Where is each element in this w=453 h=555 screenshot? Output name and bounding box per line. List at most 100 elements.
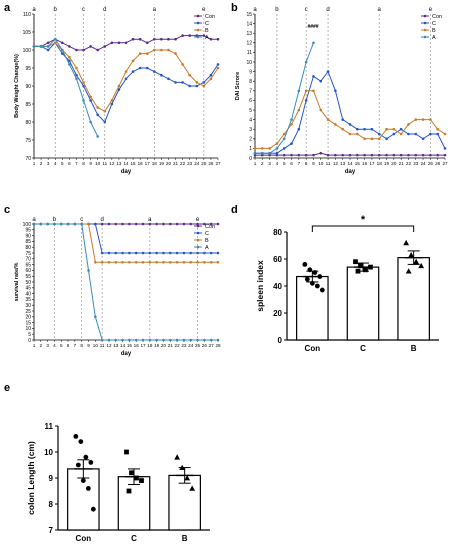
panel-label-a: a bbox=[4, 2, 11, 14]
x-tick-label: 25 bbox=[201, 161, 207, 166]
data-point-C bbox=[385, 137, 388, 141]
series-line-C bbox=[34, 223, 218, 254]
data-point-C bbox=[282, 147, 286, 150]
data-point-Con bbox=[203, 222, 206, 226]
data-point-C bbox=[46, 48, 50, 52]
x-axis-label: day bbox=[121, 351, 132, 357]
data-point-Con bbox=[174, 37, 177, 41]
x-tick-label: 23 bbox=[181, 343, 187, 348]
data-point bbox=[184, 475, 191, 481]
y-tick-label: 7 bbox=[249, 89, 252, 95]
data-point-C bbox=[153, 70, 156, 73]
legend-label: C bbox=[432, 21, 436, 27]
data-point bbox=[80, 478, 86, 483]
x-tick-label: Con bbox=[76, 534, 92, 543]
data-point-B bbox=[268, 147, 271, 150]
data-point-A bbox=[312, 41, 315, 45]
data-point-C bbox=[134, 251, 138, 255]
data-point-Con bbox=[356, 153, 359, 157]
data-point-Con bbox=[443, 153, 447, 157]
x-tick-label: 22 bbox=[175, 343, 181, 348]
data-point-B bbox=[196, 260, 199, 264]
data-point-A bbox=[39, 222, 43, 226]
data-point-Con bbox=[138, 37, 142, 41]
data-point-A bbox=[162, 338, 165, 342]
data-point-Con bbox=[436, 153, 439, 157]
phase-label: a bbox=[153, 7, 157, 13]
legend-label: C bbox=[205, 231, 209, 237]
data-point-C bbox=[188, 84, 191, 88]
data-point-B bbox=[121, 260, 124, 264]
data-point-Con bbox=[114, 222, 118, 226]
data-point bbox=[319, 287, 325, 293]
y-axis-label: spleen index bbox=[255, 260, 265, 312]
legend-label: Con bbox=[205, 224, 215, 230]
data-point bbox=[304, 276, 310, 282]
legend-marker bbox=[196, 231, 200, 235]
y-tick-label: 80 bbox=[25, 245, 31, 251]
data-point-Con bbox=[363, 153, 366, 157]
x-tick-label: 18 bbox=[377, 161, 383, 166]
data-point-B bbox=[304, 89, 308, 93]
legend-label: C bbox=[205, 21, 209, 27]
data-point-B bbox=[414, 118, 418, 121]
data-point bbox=[189, 485, 196, 491]
data-point bbox=[408, 252, 415, 258]
phase-label: c bbox=[305, 7, 308, 13]
y-tick-label: 13 bbox=[246, 31, 252, 37]
data-point-B bbox=[356, 132, 359, 136]
data-point-C bbox=[110, 102, 114, 106]
legend-marker bbox=[196, 245, 200, 249]
x-tick-label: 17 bbox=[140, 343, 146, 348]
y-tick-label: 10 bbox=[44, 448, 53, 457]
x-tick-label: 4 bbox=[53, 343, 56, 348]
data-point bbox=[309, 280, 315, 286]
x-tick-label: 24 bbox=[421, 161, 427, 166]
data-point-A bbox=[94, 315, 97, 319]
data-point-C bbox=[436, 132, 439, 136]
data-point-C bbox=[326, 70, 330, 73]
data-point-C bbox=[341, 118, 344, 121]
data-point-B bbox=[348, 132, 352, 136]
legend-label: Con bbox=[205, 14, 215, 20]
x-tick-label: 17 bbox=[145, 161, 151, 166]
y-tick-label: 10 bbox=[246, 60, 252, 66]
data-point-Con bbox=[392, 153, 396, 157]
data-point-C bbox=[348, 123, 352, 126]
data-point-B bbox=[75, 66, 78, 70]
phase-label: a bbox=[148, 217, 152, 223]
data-point-C bbox=[304, 99, 308, 102]
data-point bbox=[353, 259, 358, 265]
x-tick-label: C bbox=[131, 534, 137, 543]
x-tick-label: 21 bbox=[173, 161, 179, 166]
data-point-C bbox=[399, 127, 403, 131]
data-point-B bbox=[110, 99, 114, 102]
y-tick-label: 80 bbox=[273, 228, 282, 237]
y-tick-label: 40 bbox=[25, 291, 31, 297]
x-tick-label: 10 bbox=[318, 161, 324, 166]
data-point-Con bbox=[216, 37, 220, 41]
x-tick-label: 8 bbox=[305, 161, 308, 166]
data-point-B bbox=[275, 142, 279, 145]
data-point-C bbox=[174, 81, 177, 84]
data-point-B bbox=[107, 260, 111, 264]
phase-label: b bbox=[53, 217, 57, 223]
data-point-Con bbox=[188, 34, 191, 37]
y-axis-label: DAI Scrore bbox=[235, 72, 241, 100]
data-point-B bbox=[162, 260, 165, 264]
data-point-C bbox=[216, 63, 220, 66]
y-tick-label: 100 bbox=[23, 48, 32, 54]
data-point-C bbox=[162, 251, 165, 255]
data-point-Con bbox=[96, 48, 99, 52]
x-tick-label: 27 bbox=[442, 161, 448, 166]
data-point-Con bbox=[304, 153, 308, 157]
data-point-A bbox=[53, 222, 56, 226]
x-tick-label: 2 bbox=[40, 343, 43, 348]
y-tick-label: 35 bbox=[25, 297, 31, 303]
y-tick-label: 70 bbox=[25, 156, 31, 162]
x-tick-label: 25 bbox=[428, 161, 434, 166]
data-point-B bbox=[124, 70, 128, 73]
data-point bbox=[302, 262, 308, 267]
data-point-B bbox=[195, 81, 199, 84]
data-point-C bbox=[297, 127, 301, 131]
